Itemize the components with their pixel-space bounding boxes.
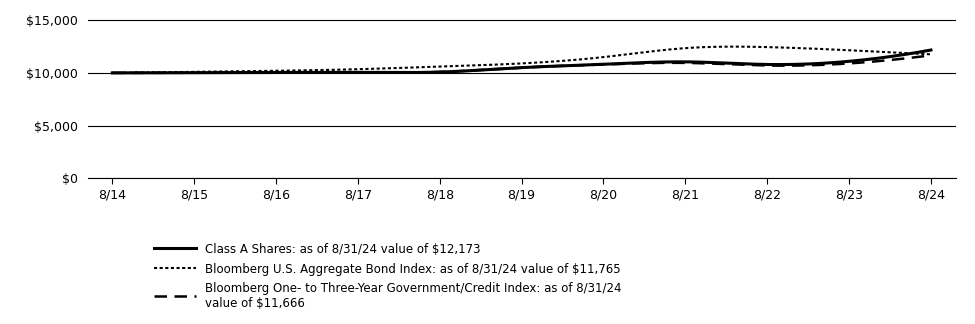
Bloomberg One- to Three-Year Government/Credit Index: as of 8/31/24
value of $11,666: (9.06, 1.09e+04): as of 8/31/24 value of $11,666: (9.06, 1…	[848, 61, 860, 65]
Line: Class A Shares: as of 8/31/24 value of $12,173: Class A Shares: as of 8/31/24 value of $…	[112, 50, 931, 73]
Class A Shares: as of 8/31/24 value of $12,173: (5.92, 1.08e+04): as of 8/31/24 value of $12,173: (5.92, 1…	[591, 63, 603, 66]
Bloomberg One- to Three-Year Government/Credit Index: as of 8/31/24
value of $11,666: (8.43, 1.07e+04): as of 8/31/24 value of $11,666: (8.43, 1…	[797, 64, 808, 67]
Bloomberg U.S. Aggregate Bond Index: as of 8/31/24 value of $11,765: (8.46, 1.23e+04): as of 8/31/24 value of $11,765: (8.46, 1…	[800, 46, 811, 50]
Bloomberg U.S. Aggregate Bond Index: as of 8/31/24 value of $11,765: (10, 1.18e+04): as of 8/31/24 value of $11,765: (10, 1.1…	[925, 52, 937, 56]
Bloomberg U.S. Aggregate Bond Index: as of 8/31/24 value of $11,765: (9.1, 1.21e+04): as of 8/31/24 value of $11,765: (9.1, 1.…	[851, 49, 863, 52]
Line: Bloomberg One- to Three-Year Government/Credit Index: as of 8/31/24
value of $11,666: Bloomberg One- to Three-Year Government/…	[112, 55, 931, 73]
Class A Shares: as of 8/31/24 value of $12,173: (0, 1e+04): as of 8/31/24 value of $12,173: (0, 1e+0…	[106, 71, 118, 75]
Bloomberg U.S. Aggregate Bond Index: as of 8/31/24 value of $11,765: (6.12, 1.16e+04): as of 8/31/24 value of $11,765: (6.12, 1…	[607, 54, 619, 58]
Bloomberg U.S. Aggregate Bond Index: as of 8/31/24 value of $11,765: (5.92, 1.14e+04): as of 8/31/24 value of $11,765: (5.92, 1…	[591, 56, 603, 60]
Bloomberg U.S. Aggregate Bond Index: as of 8/31/24 value of $11,765: (7.59, 1.25e+04): as of 8/31/24 value of $11,765: (7.59, 1…	[728, 45, 740, 49]
Class A Shares: as of 8/31/24 value of $12,173: (6.12, 1.09e+04): as of 8/31/24 value of $12,173: (6.12, 1…	[607, 62, 619, 66]
Class A Shares: as of 8/31/24 value of $12,173: (8.43, 1.08e+04): as of 8/31/24 value of $12,173: (8.43, 1…	[797, 62, 808, 66]
Bloomberg One- to Three-Year Government/Credit Index: as of 8/31/24
value of $11,666: (0, 1e+04): as of 8/31/24 value of $11,666: (0, 1e+0…	[106, 71, 118, 75]
Bloomberg One- to Three-Year Government/Credit Index: as of 8/31/24
value of $11,666: (5.92, 1.08e+04): as of 8/31/24 value of $11,666: (5.92, 1…	[591, 63, 603, 67]
Class A Shares: as of 8/31/24 value of $12,173: (0.0334, 1e+04): as of 8/31/24 value of $12,173: (0.0334,…	[109, 71, 121, 75]
Bloomberg U.S. Aggregate Bond Index: as of 8/31/24 value of $11,765: (0.0334, 1e+04): as of 8/31/24 value of $11,765: (0.0334,…	[109, 71, 121, 75]
Class A Shares: as of 8/31/24 value of $12,173: (5.95, 1.08e+04): as of 8/31/24 value of $12,173: (5.95, 1…	[594, 63, 605, 66]
Class A Shares: as of 8/31/24 value of $12,173: (10, 1.22e+04): as of 8/31/24 value of $12,173: (10, 1.2…	[925, 48, 937, 52]
Bloomberg One- to Three-Year Government/Credit Index: as of 8/31/24
value of $11,666: (10, 1.17e+04): as of 8/31/24 value of $11,666: (10, 1.1…	[925, 53, 937, 57]
Bloomberg U.S. Aggregate Bond Index: as of 8/31/24 value of $11,765: (5.95, 1.15e+04): as of 8/31/24 value of $11,765: (5.95, 1…	[594, 56, 605, 60]
Bloomberg One- to Three-Year Government/Credit Index: as of 8/31/24
value of $11,666: (5.95, 1.08e+04): as of 8/31/24 value of $11,666: (5.95, 1…	[594, 63, 605, 66]
Bloomberg U.S. Aggregate Bond Index: as of 8/31/24 value of $11,765: (0, 1e+04): as of 8/31/24 value of $11,765: (0, 1e+0…	[106, 71, 118, 75]
Legend: Class A Shares: as of 8/31/24 value of $12,173, Bloomberg U.S. Aggregate Bond In: Class A Shares: as of 8/31/24 value of $…	[154, 243, 622, 310]
Bloomberg One- to Three-Year Government/Credit Index: as of 8/31/24
value of $11,666: (6.12, 1.08e+04): as of 8/31/24 value of $11,666: (6.12, 1…	[607, 62, 619, 66]
Line: Bloomberg U.S. Aggregate Bond Index: as of 8/31/24 value of $11,765: Bloomberg U.S. Aggregate Bond Index: as …	[112, 47, 931, 73]
Bloomberg One- to Three-Year Government/Credit Index: as of 8/31/24
value of $11,666: (0.0334, 1e+04): as of 8/31/24 value of $11,666: (0.0334,…	[109, 71, 121, 75]
Class A Shares: as of 8/31/24 value of $12,173: (9.06, 1.11e+04): as of 8/31/24 value of $12,173: (9.06, 1…	[848, 59, 860, 63]
